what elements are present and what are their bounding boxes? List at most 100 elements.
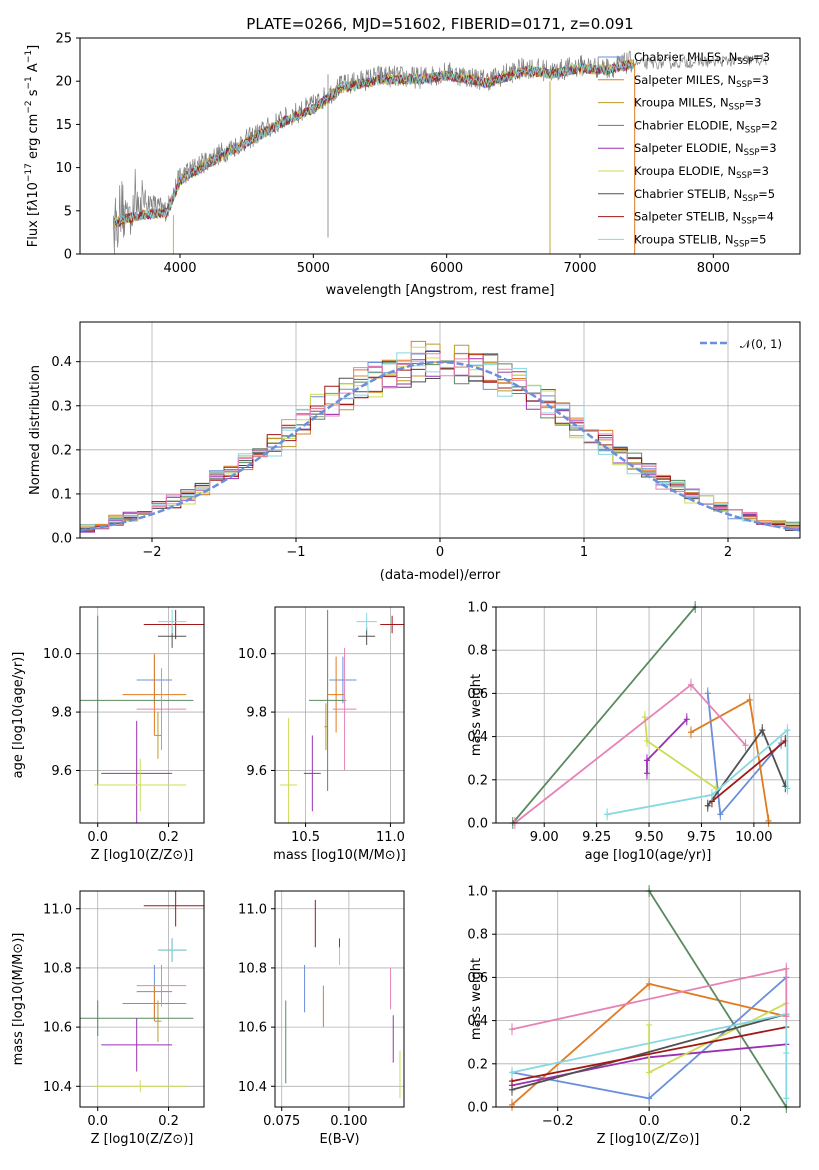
y-tick-label: 1.0 — [467, 601, 488, 616]
y-tick-label: 10.4 — [238, 1080, 267, 1095]
y-tick-label: 10.8 — [43, 961, 72, 976]
x-tick-label: 0.100 — [330, 1114, 367, 1129]
x-tick-label: 9.75 — [687, 830, 716, 845]
y-tick-label: 25 — [55, 32, 72, 47]
legend-label: Salpeter MILES, NSSP=3 — [634, 73, 769, 90]
x-tick-label: 5000 — [297, 261, 330, 276]
x-tick-label: 0.2 — [158, 1114, 179, 1129]
model-spectrum-line — [112, 60, 634, 229]
y-tick-label: 0.2 — [467, 1057, 488, 1072]
axes-frame — [274, 890, 405, 1108]
y-axis-label: mass [log10(M/M⊙)] — [11, 933, 26, 1066]
axes-frame — [79, 890, 205, 1108]
mass-weight-line — [648, 1002, 787, 1074]
panel-age-vs-metallicity: 0.0 0.2 9.6 9.8 10.0 Z [log10(Z/Z⊙)] age [log1… — [11, 606, 205, 863]
y-axis-label: mass weight — [469, 674, 484, 756]
legend-label: Chabrier STELIB, NSSP=5 — [634, 187, 775, 204]
spectrum-legend: Chabrier MILES, NSSP=3 Salpeter MILES, NS… — [598, 50, 778, 249]
legend-label: Kroupa MILES, NSSP=3 — [634, 96, 761, 113]
spectrum-axes: 4000 5000 6000 7000 8000 0 5 10 15 20 25 — [55, 32, 729, 277]
y-tick-label: 10 — [55, 161, 72, 176]
mass-weight-line — [648, 890, 788, 1108]
histogram-xlabel: (data-model)/error — [380, 568, 501, 583]
y-axis-label: mass weight — [469, 958, 484, 1040]
x-tick-label: 10.5 — [291, 830, 320, 845]
y-tick-label: 0.2 — [51, 443, 72, 458]
x-tick-label: 7000 — [563, 261, 596, 276]
y-tick-label: 9.6 — [246, 764, 267, 779]
y-tick-label: 9.6 — [51, 764, 72, 779]
x-tick-label: 4000 — [163, 261, 196, 276]
y-tick-label: 0 — [64, 248, 72, 263]
y-tick-label: 10.6 — [43, 1021, 72, 1036]
mass-weight-line — [511, 1013, 787, 1091]
histogram-plot-area — [79, 340, 801, 538]
y-tick-label: 10.6 — [238, 1021, 267, 1036]
x-axis-label: age [log10(age/yr)] — [585, 848, 712, 863]
histogram-ylabel: Normed distribution — [28, 365, 43, 495]
axes-frame — [79, 606, 205, 824]
axes-frame — [274, 606, 405, 824]
legend-label: Salpeter ELODIE, NSSP=3 — [634, 141, 777, 158]
y-tick-label: 0.4 — [467, 730, 488, 745]
spectrum-plot-area — [112, 50, 767, 255]
x-axis-label: mass [log10(M/M⊙)] — [273, 848, 406, 863]
spectrum-panel: 4000 5000 6000 7000 8000 0 5 10 15 20 25 Chabrier … — [24, 32, 801, 298]
y-tick-label: 0.0 — [51, 532, 72, 547]
y-tick-label: 0.4 — [51, 355, 72, 370]
axes-frame — [495, 890, 801, 1108]
model-spectrum-line — [112, 59, 634, 229]
y-tick-label: 9.8 — [51, 706, 72, 721]
model-spectrum-line — [112, 59, 634, 229]
y-tick-label: 10.4 — [43, 1080, 72, 1095]
model-spectrum-line — [112, 61, 634, 229]
y-tick-label: 15 — [55, 118, 72, 133]
legend-label: Kroupa ELODIE, NSSP=3 — [634, 164, 769, 181]
y-tick-label: 10.0 — [43, 647, 72, 662]
x-tick-label: 2 — [724, 545, 732, 560]
figure-title: PLATE=0266, MJD=51602, FIBERID=0171, z=0… — [246, 15, 633, 33]
mass-weight-line — [606, 728, 789, 816]
x-tick-label: 0.2 — [730, 1114, 751, 1129]
x-tick-label: 0.0 — [87, 1114, 108, 1129]
x-axis-label: E(B-V) — [319, 1132, 359, 1147]
normal-legend-label: 𝒩(0, 1) — [740, 337, 782, 351]
legend-label: Salpeter STELIB, NSSP=4 — [634, 210, 774, 227]
y-tick-label: 5 — [64, 204, 72, 219]
mass-weight-line — [711, 740, 786, 803]
x-tick-label: 11.0 — [376, 830, 405, 845]
x-tick-label: 10.00 — [735, 830, 772, 845]
x-tick-label: −2 — [142, 545, 161, 560]
model-spectrum-line — [112, 60, 633, 229]
x-tick-label: 9.25 — [582, 830, 611, 845]
panel-mass-weight-vs-metallicity: −0.2 0.0 0.2 0.0 0.2 0.4 0.6 0.8 1.0 Z [log10(Z/Z… — [467, 885, 801, 1147]
y-tick-label: 10.0 — [238, 647, 267, 662]
x-tick-label: 0.075 — [263, 1114, 300, 1129]
model-spectrum-line — [112, 59, 634, 229]
mass-weight-line — [511, 1012, 788, 1099]
axes-frame — [495, 606, 801, 824]
x-axis-label: Z [log10(Z/Z⊙)] — [91, 1132, 194, 1147]
x-axis-label: Z [log10(Z/Z⊙)] — [91, 848, 194, 863]
model-spectrum-line — [112, 59, 634, 229]
spectrum-axes-frame — [79, 37, 801, 255]
y-tick-label: 0.6 — [467, 687, 488, 702]
y-tick-label: 0.8 — [467, 928, 488, 943]
mass-weight-line — [512, 606, 696, 824]
y-tick-label: 0.6 — [467, 971, 488, 986]
y-tick-label: 11.0 — [238, 902, 267, 917]
residual-histogram-panel: −2 −1 0 1 2 0.0 0.1 0.2 0.3 0.4 𝒩(0, 1) (data-mod… — [28, 321, 801, 583]
y-tick-label: 1.0 — [467, 885, 488, 900]
x-tick-label: −0.2 — [542, 1114, 574, 1129]
y-tick-label: 0.0 — [467, 1101, 488, 1116]
residual-histogram-step — [79, 352, 801, 538]
y-tick-label: 0.1 — [51, 487, 72, 502]
parameter-panels: 0.0 0.2 9.6 9.8 10.0 Z [log10(Z/Z⊙)] age [log1… — [11, 601, 801, 1147]
histogram-legend: 𝒩(0, 1) — [700, 337, 782, 351]
x-axis-label: Z [log10(Z/Z⊙)] — [597, 1132, 700, 1147]
legend-label: Chabrier ELODIE, NSSP=2 — [634, 118, 778, 135]
normal-distribution-curve — [79, 360, 801, 532]
legend-label: Chabrier MILES, NSSP=3 — [634, 50, 770, 67]
x-tick-label: 8000 — [697, 261, 730, 276]
